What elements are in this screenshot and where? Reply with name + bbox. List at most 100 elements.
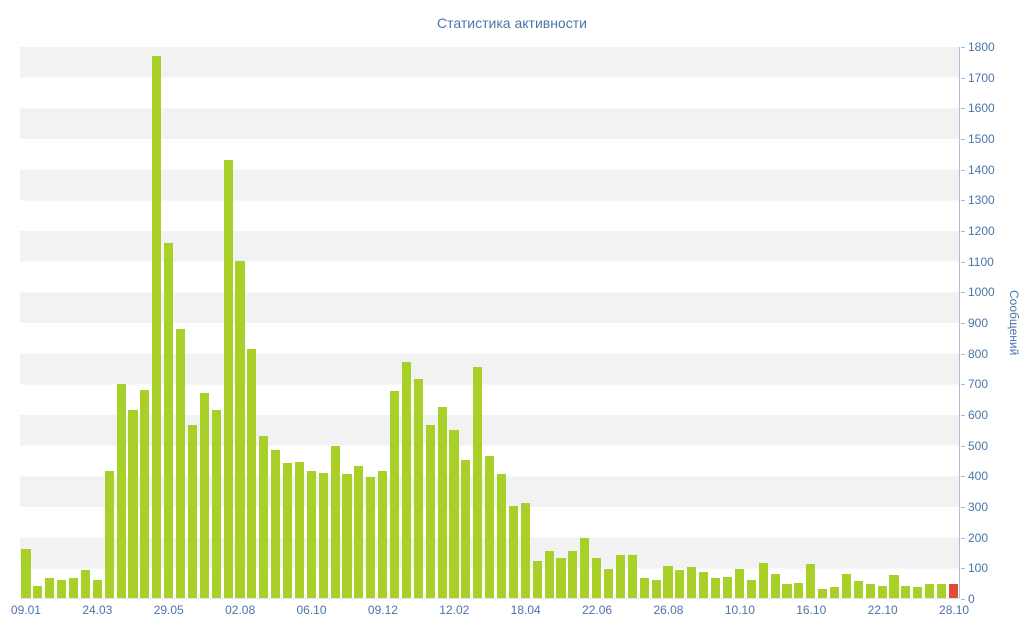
bar[interactable] [401,362,411,598]
bar[interactable] [318,472,328,598]
bar[interactable] [199,392,209,598]
bar[interactable] [247,348,257,598]
bar[interactable] [925,584,935,598]
bar[interactable] [80,570,90,598]
bar[interactable] [663,565,673,598]
x-axis-label: 24.03 [82,603,113,617]
bar[interactable] [116,383,126,598]
bar[interactable] [164,242,174,598]
bar[interactable] [473,366,483,598]
y-axis-label: 1700 [968,70,995,85]
bar[interactable] [152,56,162,598]
bar[interactable] [532,561,542,598]
bar[interactable] [259,435,269,598]
bar[interactable] [544,550,554,598]
bar[interactable] [92,579,102,598]
bar[interactable] [497,474,507,598]
bar[interactable] [282,463,293,598]
bar[interactable] [68,578,79,598]
y-axis-label: 900 [968,316,989,330]
bar-current[interactable] [948,584,958,598]
bar[interactable] [437,406,447,598]
bar[interactable] [330,446,340,598]
bar[interactable] [604,568,614,598]
bar[interactable] [413,379,423,598]
bar[interactable] [556,558,566,598]
y-axis-label: 400 [968,469,989,484]
bar[interactable] [627,555,637,598]
bar[interactable] [722,576,733,598]
bar[interactable] [651,579,661,598]
bar[interactable] [57,579,67,598]
bar[interactable] [794,582,804,598]
y-axis-label: 200 [968,530,989,545]
bar[interactable] [485,455,495,598]
y-axis-tick [961,507,965,508]
y-axis-label: 800 [968,346,989,361]
bar[interactable] [841,573,851,598]
bar[interactable] [639,578,649,598]
bar[interactable] [687,567,697,598]
y-axis-tick [961,231,965,232]
bar[interactable] [901,585,911,598]
bar[interactable] [342,474,352,598]
y-axis-tick [961,47,965,48]
bar[interactable] [461,460,471,598]
bar[interactable] [782,584,792,598]
bar[interactable] [175,328,186,598]
bar[interactable] [853,581,863,598]
y-axis-tick [961,139,965,140]
bar[interactable] [294,461,304,598]
bar[interactable] [378,470,388,598]
bar[interactable] [615,555,626,598]
bar[interactable] [592,558,602,598]
bar[interactable] [675,570,685,598]
bar[interactable] [104,470,114,598]
bar[interactable] [520,503,530,598]
bar[interactable] [33,585,43,598]
bar[interactable] [711,578,721,598]
chart-title: Статистика активности [437,15,587,31]
bar[interactable] [734,568,744,598]
bar[interactable] [211,409,221,598]
bar[interactable] [425,425,435,598]
bar[interactable] [45,578,55,598]
bar[interactable] [306,470,316,598]
bar[interactable] [889,575,899,598]
bar[interactable] [877,585,887,598]
bar[interactable] [829,587,840,598]
x-axis-label: 02.08 [225,603,256,617]
bar[interactable] [699,571,709,598]
x-axis-label: 12.02 [439,603,470,617]
bar[interactable] [865,584,875,598]
y-axis-label: 1800 [968,40,995,54]
y-axis-tick [961,537,965,539]
bar[interactable] [366,477,376,598]
bar[interactable] [913,587,923,598]
bar[interactable] [223,160,233,598]
y-axis-title: Сообщений [1007,290,1021,356]
bar[interactable] [770,573,780,598]
bar[interactable] [235,261,245,598]
bar[interactable] [390,391,400,598]
x-axis-label: 26.08 [653,603,684,617]
y-axis-tick [961,108,965,110]
bar[interactable] [936,584,947,598]
bar[interactable] [568,550,578,598]
bar[interactable] [806,564,816,598]
bar[interactable] [128,409,138,598]
bar[interactable] [508,506,519,598]
y-axis-label: 1000 [968,285,995,300]
bar[interactable] [580,538,590,598]
bar[interactable] [140,389,150,598]
bar[interactable] [449,429,459,598]
bar[interactable] [187,425,197,598]
bar[interactable] [271,449,281,598]
y-axis-tick [961,292,965,294]
bar[interactable] [758,562,768,598]
bar[interactable] [818,588,828,598]
bar[interactable] [746,579,756,598]
y-axis-label: 1300 [968,193,995,208]
bar[interactable] [354,466,364,598]
bar[interactable] [21,549,31,598]
